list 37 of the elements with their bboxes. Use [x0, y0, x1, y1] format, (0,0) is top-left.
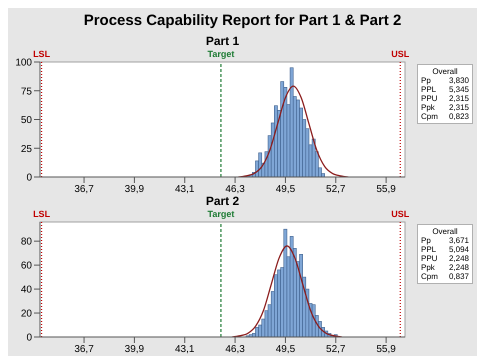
y-tick-label: 80 [20, 236, 32, 248]
y-tick-label: 0 [26, 172, 32, 184]
chart-title: Process Capability Report for Part 1 & Part 2 [82, 11, 402, 31]
x-tick-label: 52,7 [326, 184, 346, 196]
x-tick-label: 39,9 [124, 344, 145, 356]
ref-line-label: USL [391, 49, 410, 59]
y-tick-label: 50 [20, 115, 32, 126]
chart-title: Part 2 [204, 194, 240, 208]
line-series [238, 86, 350, 177]
x-tick-label: 55,9 [376, 344, 396, 356]
x-tick-label: 43,1 [175, 344, 195, 356]
y-tick-label: 100 [15, 58, 32, 69]
x-tick-label: 49,5 [276, 344, 296, 356]
statistics-box: Overall Pp 3,671 PPL 5,094 PPU 2,248 Ppk 2,248 Cpm 0,837 [417, 224, 473, 284]
x-tick-label: 43,1 [175, 184, 195, 196]
y-tick-label: 40 [20, 284, 32, 296]
ref-line-label: USL [391, 209, 410, 219]
ref-line-label: Target [208, 209, 234, 219]
x-tick-label: 46,3 [225, 184, 246, 196]
x-tick-label: 46,3 [225, 344, 246, 356]
x-tick-label: 52,7 [326, 344, 346, 356]
x-tick-label: 36,7 [74, 184, 94, 196]
y-tick-label: 20 [20, 308, 32, 320]
y-tick-label: 75 [20, 86, 32, 98]
x-tick-label: 49,5 [276, 184, 296, 196]
chart-subtitle: Part 1 [204, 34, 240, 48]
line-series [231, 245, 343, 337]
ref-line-label: LSL [33, 49, 51, 59]
x-tick-label: 55,9 [376, 184, 396, 196]
ref-line-label: LSL [33, 209, 51, 219]
x-tick-label: 39,9 [124, 184, 145, 196]
y-tick-label: 25 [20, 144, 32, 155]
x-tick-label: 36,7 [74, 344, 94, 356]
y-tick-label: 0 [26, 332, 32, 344]
statistics-box: Overall Pp 3,830 PPL 5,345 PPU 2,315 Ppk 2,315 Cpm 0,823 [417, 64, 473, 124]
y-tick-label: 60 [20, 260, 32, 272]
ref-line-label: Target [208, 49, 234, 59]
